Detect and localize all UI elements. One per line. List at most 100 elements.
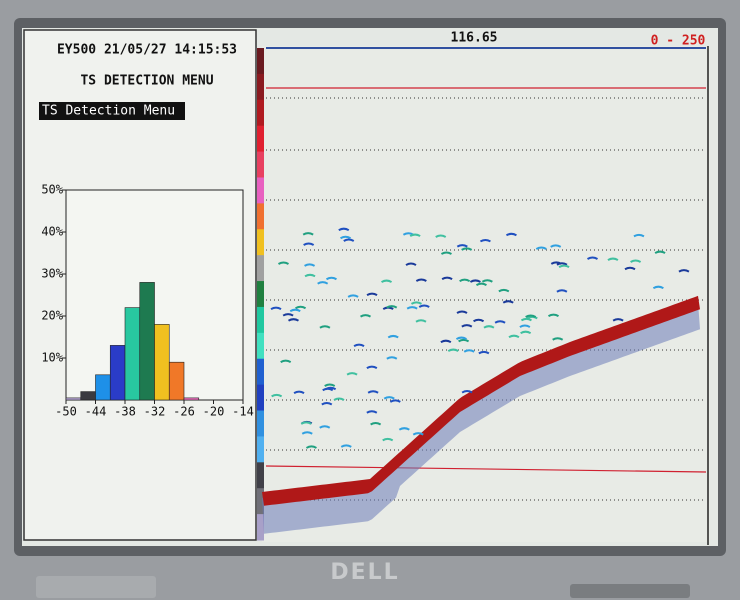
fish-echo (319, 425, 331, 429)
fish-echo (525, 314, 537, 318)
fish-echo (479, 238, 491, 243)
fish-echo (520, 330, 532, 335)
fish-echo (461, 247, 473, 251)
fish-echo (343, 238, 355, 242)
fish-echo (455, 336, 467, 340)
fish-echo (381, 279, 393, 283)
fish-echo (415, 319, 427, 323)
x-tick-label: -50 (55, 405, 77, 419)
fish-echo (630, 259, 642, 263)
fish-echo (293, 390, 305, 395)
fish-echo (456, 244, 468, 248)
fish-echo (287, 318, 300, 322)
scale-cell (257, 462, 264, 489)
fish-echo (340, 235, 352, 240)
fish-echo (301, 431, 313, 435)
menu-title: TS DETECTION MENU (80, 74, 213, 89)
fish-echo (520, 317, 532, 322)
x-tick-label: -26 (173, 405, 195, 419)
fish-echo (277, 261, 290, 265)
scale-cell (257, 48, 264, 75)
fish-echo (370, 422, 382, 426)
scale-cell (257, 358, 264, 386)
fish-echo (478, 350, 490, 355)
fish-echo (418, 304, 430, 308)
scale-cell (257, 73, 264, 101)
fish-echo (552, 337, 564, 341)
fish-echo (459, 278, 471, 283)
range-readout: 0 - 250 (651, 34, 706, 49)
fish-echo (456, 310, 468, 314)
histogram-bar (139, 282, 155, 401)
histogram-bar (80, 391, 96, 401)
fish-echo (586, 256, 599, 260)
fish-echo (386, 356, 398, 360)
fish-echo (508, 334, 520, 339)
fish-echo (366, 365, 378, 370)
fish-echo (607, 257, 619, 261)
histogram-bar (109, 345, 126, 401)
menu-item-bg[interactable] (39, 102, 185, 120)
fish-echo (302, 232, 314, 236)
fish-echo (304, 263, 316, 267)
scale-cell (257, 99, 264, 127)
fish-echo (405, 262, 417, 266)
fish-echo (325, 386, 337, 391)
fish-echo (415, 278, 427, 282)
fish-echo (441, 276, 453, 280)
fish-echo (304, 273, 316, 278)
scatter-below-bottom (262, 301, 700, 534)
fish-echo (498, 288, 510, 293)
fish-echo (654, 250, 666, 254)
fish-echo (678, 269, 690, 273)
fish-echo (271, 393, 283, 398)
fish-echo (535, 246, 547, 250)
fish-echo (398, 427, 410, 431)
scale-cell (257, 384, 264, 412)
y-tick-label: 40% (41, 225, 63, 239)
scale-cell (257, 514, 264, 541)
fish-echo (547, 313, 560, 317)
fish-echo (280, 359, 292, 363)
x-tick-label: -44 (85, 405, 107, 419)
fish-echo (367, 390, 379, 394)
scale-cell (257, 410, 264, 437)
x-tick-label: -20 (203, 405, 225, 419)
fish-echo (346, 372, 358, 376)
fish-echo (383, 396, 395, 400)
histogram-bar (183, 397, 200, 401)
fish-echo (305, 445, 317, 449)
fish-echo (321, 402, 333, 406)
color-scale (257, 48, 264, 541)
scale-cell (257, 151, 264, 178)
fish-echo (353, 343, 365, 347)
scale-cell (257, 436, 264, 463)
histogram-bar (65, 397, 82, 401)
fish-echo (633, 233, 645, 238)
y-tick-label: 20% (41, 309, 63, 323)
fish-echo (300, 421, 312, 425)
histogram-bar (95, 374, 111, 401)
fish-echo (360, 314, 372, 318)
fish-echo (550, 261, 562, 265)
fish-echo (612, 318, 624, 322)
fish-echo (440, 251, 452, 255)
menu-item[interactable]: TS Detection Menu (42, 104, 175, 119)
hinge (36, 576, 156, 598)
fish-echo (461, 390, 473, 394)
scale-cell (257, 203, 264, 230)
scale-cell (257, 177, 264, 204)
fish-echo (386, 305, 398, 309)
fish-echo (652, 285, 664, 290)
fish-echo (387, 334, 399, 339)
fish-echo (435, 234, 447, 238)
fish-echo (303, 242, 315, 246)
fish-echo (556, 262, 568, 266)
fish-echo (338, 227, 350, 232)
y-tick-label: 50% (41, 183, 63, 197)
fish-echo (494, 320, 506, 324)
marker-line (265, 465, 707, 473)
echogram (262, 46, 710, 542)
